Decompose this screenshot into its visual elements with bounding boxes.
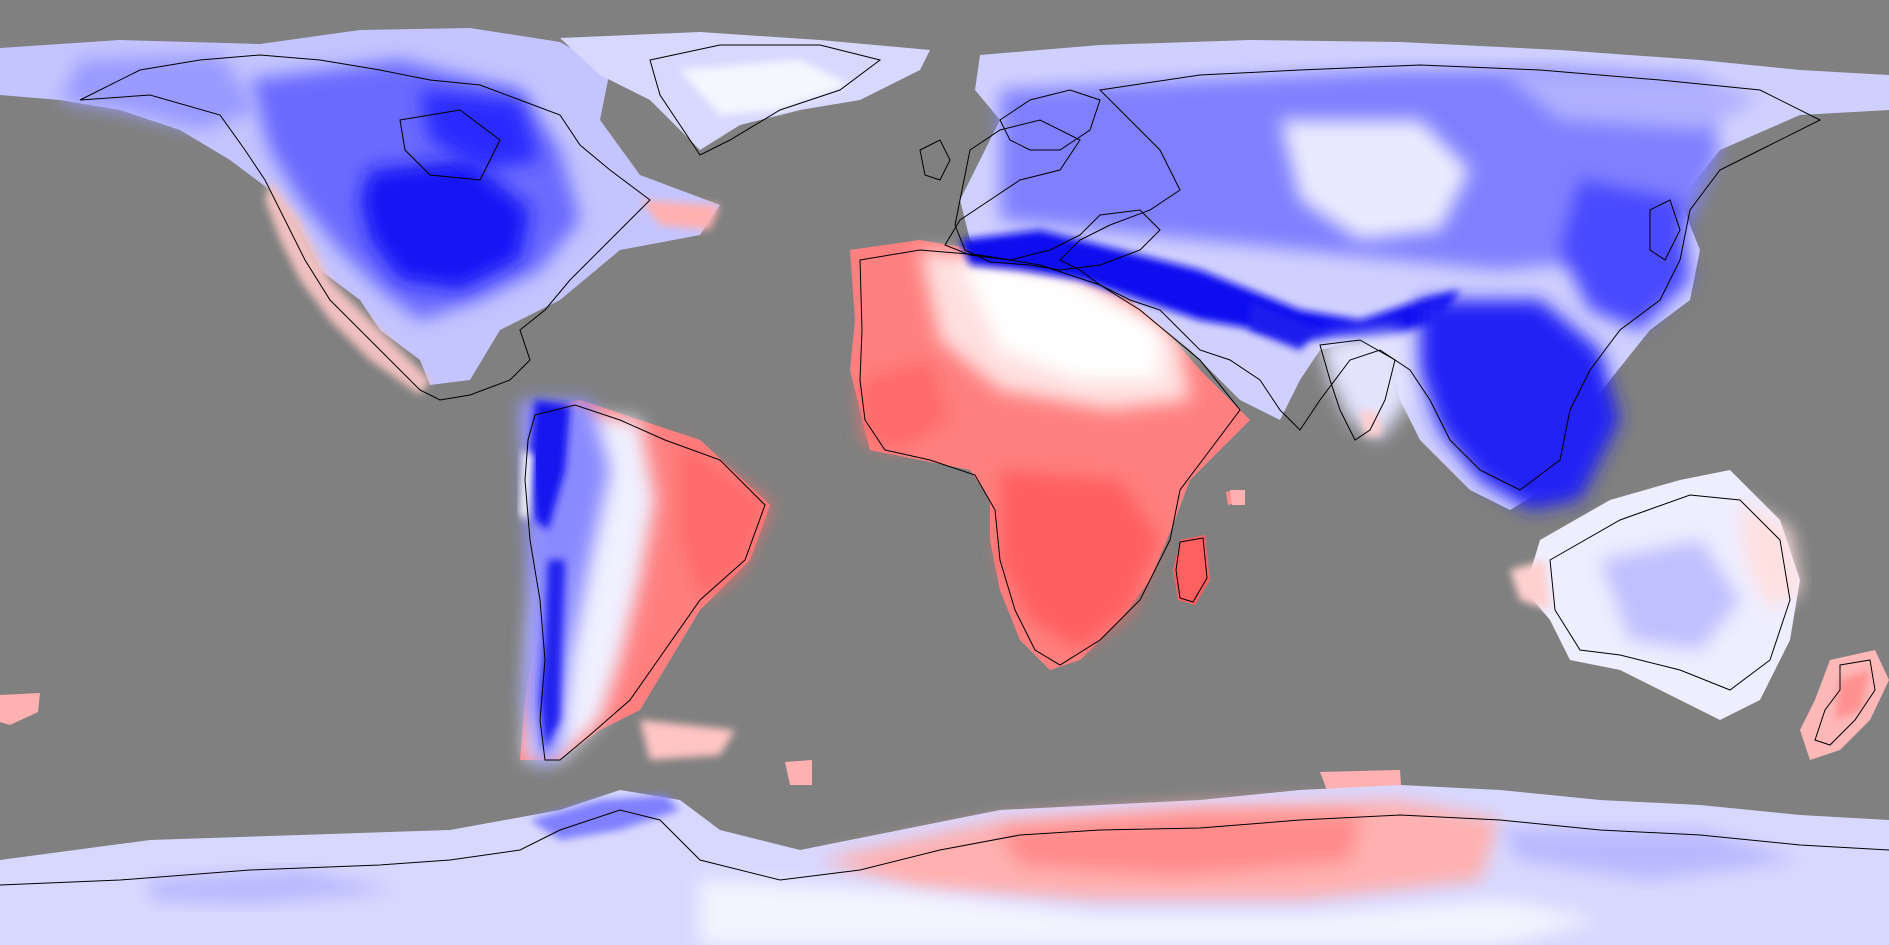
coastline-india [1319,339,1396,441]
coastline-madagascar [1175,537,1208,603]
coastline-north-america [79,54,651,401]
coastline-new-zealand [1814,659,1876,746]
region-south-america [520,400,770,770]
coastline-south-america [524,404,766,761]
region-new-zealand [1800,650,1889,760]
region-eurasia [960,40,1889,510]
region-north-america [0,28,720,395]
coastline-greenland [649,44,882,156]
region-africa [850,240,1250,670]
coastline-british-isles [919,139,951,181]
coastline-australia [1549,494,1791,691]
region-antarctica [0,785,1889,945]
coastline-asia [1059,64,1822,491]
region-australia [1510,470,1800,720]
coastlines [0,44,1889,886]
coastline-scandinavia [999,89,1101,151]
coastline-europe [944,119,1161,271]
region-greenland [560,32,930,150]
coastline-antarctica [0,809,1889,886]
coastline-hudson-bay [399,109,501,181]
coastline-japan [1649,199,1681,261]
